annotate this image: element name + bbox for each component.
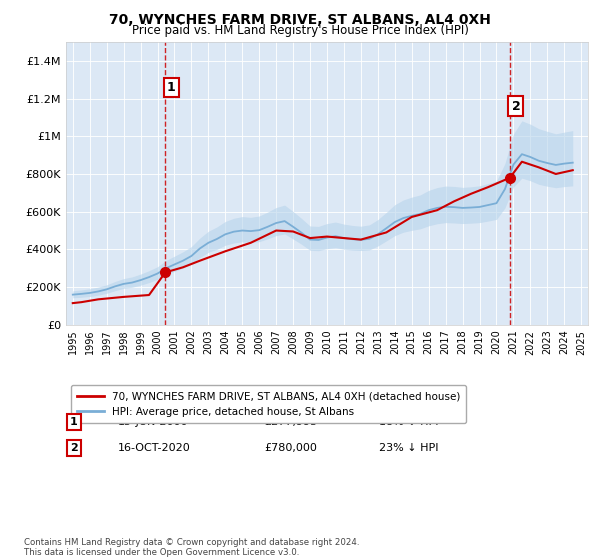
Legend: 70, WYNCHES FARM DRIVE, ST ALBANS, AL4 0XH (detached house), HPI: Average price,: 70, WYNCHES FARM DRIVE, ST ALBANS, AL4 0… <box>71 385 466 423</box>
Text: 18% ↓ HPI: 18% ↓ HPI <box>379 417 439 427</box>
Text: 16-OCT-2020: 16-OCT-2020 <box>118 443 191 453</box>
Text: 15-JUN-2000: 15-JUN-2000 <box>118 417 188 427</box>
Text: 2: 2 <box>512 100 520 113</box>
Text: Price paid vs. HM Land Registry's House Price Index (HPI): Price paid vs. HM Land Registry's House … <box>131 24 469 37</box>
Text: £277,995: £277,995 <box>265 417 317 427</box>
Text: £780,000: £780,000 <box>265 443 317 453</box>
Text: 1: 1 <box>70 417 78 427</box>
Text: 23% ↓ HPI: 23% ↓ HPI <box>379 443 439 453</box>
Text: 2: 2 <box>70 443 78 453</box>
Text: 1: 1 <box>167 81 176 94</box>
Text: 70, WYNCHES FARM DRIVE, ST ALBANS, AL4 0XH: 70, WYNCHES FARM DRIVE, ST ALBANS, AL4 0… <box>109 13 491 27</box>
Text: Contains HM Land Registry data © Crown copyright and database right 2024.
This d: Contains HM Land Registry data © Crown c… <box>24 538 359 557</box>
